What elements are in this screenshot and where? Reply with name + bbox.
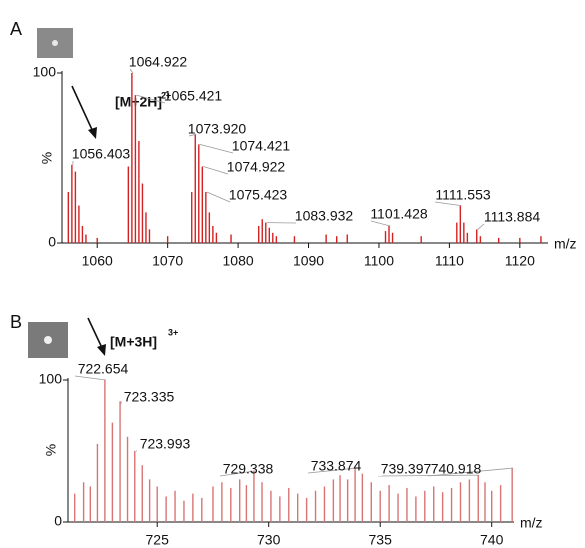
x-axis-label: m/z [554, 236, 577, 252]
label-leader [477, 223, 485, 230]
y-tick-label: 100 [39, 371, 63, 387]
label-leader [370, 220, 391, 227]
ion-annotation: [M+3H] [110, 334, 157, 350]
peak-label: 1101.428 [370, 206, 428, 222]
peak-label: 1083.932 [295, 208, 354, 224]
x-tick-label: 1120 [505, 253, 535, 269]
peak-label: 723.335 [124, 389, 175, 405]
peak-label: 1056.403 [72, 146, 131, 162]
label-leader [199, 144, 234, 154]
label-leader [188, 133, 197, 137]
y-tick-label: 0 [54, 513, 62, 529]
peak-label: 733.874 [311, 458, 362, 474]
peak-label: 1111.553 [435, 187, 490, 203]
peak-label: 1074.922 [227, 159, 286, 175]
thumbnail-spot [52, 40, 58, 46]
peak-label: 722.654 [78, 361, 129, 377]
peak-label: 1064.922 [129, 54, 188, 70]
label-leader [307, 467, 357, 474]
label-leader [427, 467, 514, 477]
label-leader [219, 470, 255, 477]
x-tick-label: 1070 [152, 253, 183, 269]
peak-label: 1074.421 [232, 138, 291, 154]
x-tick-label: 735 [369, 532, 393, 548]
x-tick-label: 740 [480, 532, 504, 548]
x-tick-label: 730 [257, 532, 281, 548]
peak-label: 1113.884 [484, 209, 541, 225]
ion-charge: 2+ [161, 90, 171, 100]
x-tick-label: 1080 [223, 253, 254, 269]
peak-label: 1075.423 [229, 187, 288, 203]
label-leader [203, 166, 229, 175]
x-tick-label: 1090 [293, 253, 324, 269]
y-tick-label: 0 [48, 234, 56, 250]
x-tick-label: 1060 [82, 253, 113, 269]
label-leader [136, 94, 166, 104]
x-tick-label: 1100 [364, 253, 394, 269]
ion-charge: 3+ [168, 327, 178, 337]
arrow [71, 85, 95, 135]
label-leader [434, 201, 462, 206]
x-tick-label: 725 [146, 532, 170, 548]
label-leader [206, 191, 231, 203]
peak-label: 740.918 [431, 461, 482, 477]
peak-label: 723.993 [140, 436, 191, 452]
arrow [87, 317, 104, 351]
y-axis-label: % [43, 444, 59, 456]
ion-annotation: [M+2H] [115, 94, 162, 110]
x-tick-label: 1110 [435, 253, 464, 269]
thumbnail-spot [44, 336, 52, 344]
panel-label: A [10, 19, 22, 39]
arrowhead [88, 127, 97, 139]
y-tick-label: 100 [33, 64, 57, 80]
label-leader [74, 375, 106, 381]
peak-label: 1073.920 [188, 121, 247, 137]
panel-label: B [10, 312, 22, 332]
x-axis-label: m/z [520, 515, 543, 531]
peak-label: 729.338 [223, 461, 274, 477]
peak-label: 739.397 [381, 461, 432, 477]
arrowhead [97, 344, 106, 356]
peak-label: 1065.421 [164, 88, 223, 104]
label-leader [129, 68, 134, 74]
y-axis-label: % [39, 152, 55, 164]
